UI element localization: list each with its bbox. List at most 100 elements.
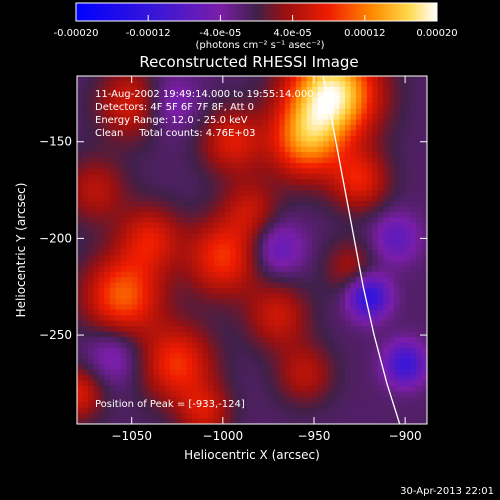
heatmap-cell <box>126 255 133 262</box>
heatmap-cell <box>416 217 423 224</box>
heatmap-cell <box>306 124 313 131</box>
heatmap-cell <box>180 358 187 365</box>
heatmap-cell <box>126 282 133 289</box>
heatmap-cell <box>394 298 401 305</box>
heatmap-cell <box>213 369 220 376</box>
heatmap-cell <box>306 396 313 403</box>
heatmap-cell <box>77 76 84 83</box>
heatmap-cell <box>241 347 248 354</box>
heatmap-cell <box>306 364 313 371</box>
heatmap-cell <box>421 244 427 251</box>
heatmap-cell <box>344 277 352 284</box>
heatmap-cell <box>219 320 226 327</box>
heatmap-cell <box>104 288 111 295</box>
heatmap-cell <box>246 396 253 403</box>
heatmap-cell <box>82 228 89 235</box>
heatmap-cell <box>421 260 427 267</box>
heatmap-cell <box>153 108 160 115</box>
heatmap-cell <box>109 157 116 164</box>
heatmap-cell <box>191 179 198 186</box>
heatmap-cell <box>306 190 313 197</box>
heatmap-cell <box>82 217 89 224</box>
heatmap-cell <box>126 250 133 257</box>
heatmap-cell <box>120 396 127 403</box>
heatmap-cell <box>273 157 280 164</box>
heatmap-cell <box>241 119 248 126</box>
heatmap-cell <box>252 320 259 327</box>
heatmap-cell <box>77 391 84 398</box>
heatmap-cell <box>279 168 286 175</box>
heatmap-cell <box>77 173 84 180</box>
heatmap-cell <box>98 124 105 131</box>
heatmap-cell <box>394 244 401 251</box>
heatmap-cell <box>180 320 187 327</box>
heatmap-cell <box>372 396 379 403</box>
colorbar-tick-label: 4.0e-05 <box>273 28 311 39</box>
heatmap-cell <box>290 375 297 382</box>
heatmap-cell <box>77 233 84 240</box>
heatmap-cell <box>109 244 116 251</box>
heatmap-cell <box>366 342 373 349</box>
heatmap-cell <box>416 86 423 93</box>
heatmap-cell <box>153 391 160 398</box>
heatmap-cell <box>126 146 133 153</box>
heatmap-cell <box>268 413 275 420</box>
heatmap-cell <box>208 342 215 349</box>
heatmap-cell <box>153 81 160 88</box>
heatmap-cell <box>148 385 155 392</box>
heatmap-cell <box>137 233 144 240</box>
heatmap-cell <box>202 135 209 142</box>
heatmap-cell <box>416 326 423 333</box>
heatmap-cell <box>213 81 220 88</box>
heatmap-cell <box>405 152 412 159</box>
heatmap-cell <box>372 119 379 126</box>
heatmap-cell <box>153 282 160 289</box>
heatmap-cell <box>355 337 362 344</box>
heatmap-cell <box>230 309 237 316</box>
heatmap-cell <box>344 282 352 289</box>
heatmap-cell <box>213 103 220 110</box>
heatmap-cell <box>164 342 171 349</box>
heatmap-cell <box>410 190 417 197</box>
heatmap-cell <box>339 103 346 110</box>
heatmap-cell <box>159 130 166 137</box>
heatmap-cell <box>191 260 198 267</box>
heatmap-cell <box>355 413 362 420</box>
heatmap-cell <box>421 201 427 208</box>
heatmap-cell <box>208 76 215 83</box>
heatmap-cell <box>148 206 155 213</box>
heatmap-cell <box>317 255 324 262</box>
heatmap-cell <box>126 418 133 424</box>
heatmap-cell <box>169 391 177 398</box>
heatmap-cell <box>82 86 89 93</box>
heatmap-cell <box>416 135 423 142</box>
heatmap-cell <box>230 244 237 251</box>
heatmap-cell <box>104 331 111 338</box>
heatmap-cell <box>421 92 427 99</box>
heatmap-cell <box>191 342 198 349</box>
heatmap-cell <box>109 255 116 262</box>
heatmap-cell <box>120 217 127 224</box>
heatmap-cell <box>131 173 138 180</box>
heatmap-cell <box>180 293 187 300</box>
heatmap-cell <box>339 375 346 382</box>
heatmap-cell <box>323 135 330 142</box>
heatmap-cell <box>208 271 215 278</box>
heatmap-cell <box>202 124 209 131</box>
heatmap-cell <box>334 152 341 159</box>
heatmap-cell <box>87 135 95 142</box>
heatmap-cell <box>301 358 308 365</box>
heatmap-cell <box>142 168 149 175</box>
heatmap-cell <box>191 222 198 229</box>
heatmap-cell <box>202 413 209 420</box>
heatmap-cell <box>148 347 155 354</box>
heatmap-cell <box>109 190 116 197</box>
heatmap-cell <box>109 141 116 148</box>
heatmap-cell <box>273 250 280 257</box>
heatmap-cell <box>169 103 177 110</box>
heatmap-cell <box>230 228 237 235</box>
heatmap-cell <box>98 179 105 186</box>
heatmap-cell <box>77 413 84 420</box>
heatmap-cell <box>153 337 160 344</box>
heatmap-cell <box>416 347 423 354</box>
